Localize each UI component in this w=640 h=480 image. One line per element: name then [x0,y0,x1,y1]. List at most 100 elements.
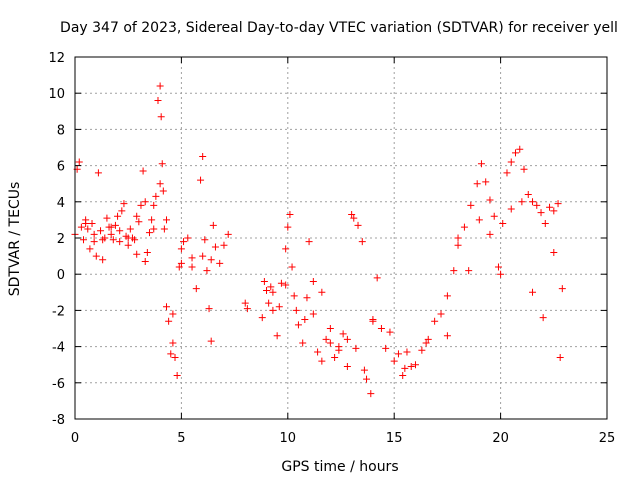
data-point [109,236,117,244]
data-point [443,332,451,340]
data-point [286,210,294,218]
data-point [443,292,451,300]
chart-title: Day 347 of 2023, Sidereal Day-to-day VTE… [60,20,618,36]
data-point [331,353,339,361]
data-point [267,283,275,291]
data-point [241,299,249,307]
y-tick-label: 2 [57,232,65,247]
y-tick-label: -8 [52,413,65,428]
data-point [216,259,224,267]
data-point [157,113,165,121]
data-point [450,267,458,275]
data-point [363,375,371,383]
data-point [159,187,167,195]
data-point [167,350,175,358]
data-point [418,346,426,354]
data-point [454,241,462,249]
data-point [369,315,377,323]
data-point [99,256,107,264]
data-point [348,210,356,218]
data-point [399,372,407,380]
y-tick-label: -4 [52,341,65,356]
data-point [520,165,528,173]
data-point [120,200,128,208]
data-point [273,332,281,340]
data-point [282,245,290,253]
data-point [343,335,351,343]
data-point [494,263,502,271]
data-point [75,158,83,166]
data-point [184,234,192,242]
data-point [145,229,153,237]
data-point [243,305,251,313]
data-point [131,236,139,244]
data-point [282,281,290,289]
y-tick-label: 8 [57,123,65,138]
x-tick-label: 20 [492,431,509,446]
data-point [322,335,330,343]
data-point [148,216,156,224]
data-point [201,236,209,244]
data-point [209,221,217,229]
data-point [116,227,124,235]
data-point [169,339,177,347]
data-point [475,216,483,224]
x-axis-label: GPS time / hours [281,459,398,475]
data-point [205,305,213,313]
data-point [114,212,122,220]
data-point [180,238,188,246]
data-point [258,314,266,322]
data-points [71,82,566,398]
data-point [465,267,473,275]
data-point [177,259,185,267]
data-point [152,192,160,200]
y-tick-label: 6 [57,160,65,175]
data-point [490,212,498,220]
data-point [516,145,524,153]
data-point [173,372,181,380]
data-point [482,178,490,186]
data-point [88,220,96,228]
data-point [156,180,164,188]
data-point [550,207,558,215]
data-point [529,198,537,206]
data-point [97,227,105,235]
data-point [118,207,126,215]
x-tick-label: 10 [280,431,297,446]
data-point [533,201,541,209]
data-point [203,267,211,275]
y-axis-label: SDTVAR / TECUs [7,182,23,297]
data-point [207,337,215,345]
y-tick-label: 4 [57,196,65,211]
data-point [358,238,366,246]
data-point [139,167,147,175]
data-point [126,225,134,233]
data-point [177,245,185,253]
data-point [511,149,519,157]
data-point [263,286,271,294]
data-point [558,285,566,293]
data-point [211,243,219,251]
y-tick-label: 10 [48,87,65,102]
data-point [277,279,285,287]
data-point [518,198,526,206]
data-point [497,270,505,278]
data-point [477,160,485,168]
data-point [133,212,141,220]
x-tick-label: 25 [599,431,616,446]
data-point [352,344,360,352]
data-point [154,96,162,104]
data-point [318,357,326,365]
data-point [133,250,141,258]
data-point [422,339,430,347]
data-point [163,216,171,224]
data-point [382,344,390,352]
data-point [290,292,298,300]
data-point [99,236,107,244]
data-point [169,310,177,318]
x-axis-ticks: 0 5 10 15 20 25 [71,57,615,446]
data-point [550,248,558,256]
data-point [326,339,334,347]
data-point [424,335,432,343]
